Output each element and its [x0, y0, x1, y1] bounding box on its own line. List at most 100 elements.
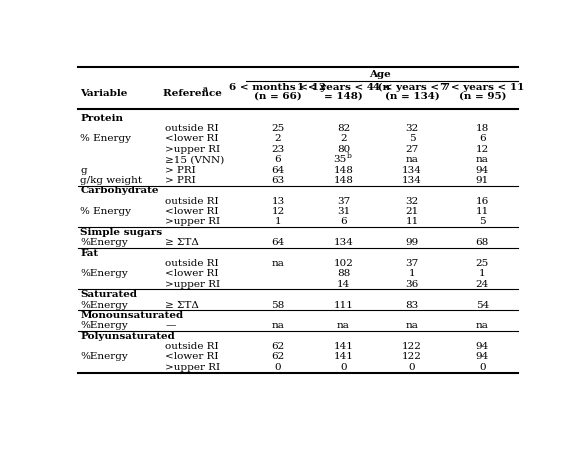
Text: a: a [203, 85, 208, 93]
Text: 18: 18 [475, 124, 489, 133]
Text: 37: 37 [405, 259, 418, 268]
Text: 134: 134 [402, 176, 422, 185]
Text: na: na [337, 321, 350, 330]
Text: 134: 134 [333, 238, 353, 247]
Text: > PRI: > PRI [165, 176, 196, 185]
Text: 0: 0 [340, 363, 347, 372]
Text: 6: 6 [340, 218, 347, 227]
Text: Reference: Reference [163, 89, 225, 98]
Text: 32: 32 [405, 197, 418, 206]
Text: 58: 58 [271, 301, 285, 309]
Text: 1: 1 [275, 218, 281, 227]
Text: 54: 54 [475, 301, 489, 309]
Text: 7 < years < 11: 7 < years < 11 [440, 83, 524, 92]
Text: 0: 0 [409, 363, 415, 372]
Text: 1: 1 [409, 269, 415, 278]
Text: 21: 21 [405, 207, 418, 216]
Text: Protein: Protein [80, 114, 123, 122]
Text: 62: 62 [271, 352, 285, 361]
Text: 148: 148 [333, 176, 353, 185]
Text: 88: 88 [337, 269, 350, 278]
Text: >upper RI: >upper RI [165, 218, 221, 227]
Text: 4 < years < 7: 4 < years < 7 [374, 83, 450, 92]
Text: >upper RI: >upper RI [165, 280, 221, 289]
Text: % Energy: % Energy [80, 134, 132, 143]
Text: %Energy: %Energy [80, 321, 128, 330]
Text: >upper RI: >upper RI [165, 363, 221, 372]
Text: 68: 68 [475, 238, 489, 247]
Text: <lower RI: <lower RI [165, 134, 219, 143]
Text: 2: 2 [275, 134, 281, 143]
Text: 122: 122 [402, 352, 422, 361]
Text: ≥ ΣTΔ: ≥ ΣTΔ [165, 238, 199, 247]
Text: outside RI: outside RI [165, 342, 219, 351]
Text: Saturated: Saturated [80, 290, 137, 299]
Text: 14: 14 [337, 280, 350, 289]
Text: na: na [406, 321, 418, 330]
Text: ≥15 (VNN): ≥15 (VNN) [165, 155, 225, 164]
Text: 6: 6 [479, 134, 485, 143]
Text: outside RI: outside RI [165, 124, 219, 133]
Text: (n = 134): (n = 134) [385, 91, 439, 101]
Text: Simple sugars: Simple sugars [80, 228, 162, 237]
Text: Variable: Variable [80, 89, 128, 98]
Text: na: na [272, 321, 285, 330]
Text: outside RI: outside RI [165, 259, 219, 268]
Text: Monounsaturated: Monounsaturated [80, 311, 183, 320]
Text: 31: 31 [337, 207, 350, 216]
Text: 91: 91 [475, 176, 489, 185]
Text: na: na [406, 155, 418, 164]
Text: 83: 83 [405, 301, 418, 309]
Text: 0: 0 [479, 363, 485, 372]
Text: 25: 25 [475, 259, 489, 268]
Text: 27: 27 [405, 145, 418, 154]
Text: 111: 111 [333, 301, 353, 309]
Text: 94: 94 [475, 352, 489, 361]
Text: 6 < months < 12: 6 < months < 12 [229, 83, 327, 92]
Text: Polyunsaturated: Polyunsaturated [80, 332, 175, 340]
Text: (n = 66): (n = 66) [254, 91, 302, 101]
Text: % Energy: % Energy [80, 207, 132, 216]
Text: 12: 12 [475, 145, 489, 154]
Text: 1 < years < 4 (n: 1 < years < 4 (n [297, 83, 390, 92]
Text: 1: 1 [479, 269, 485, 278]
Text: %Energy: %Energy [80, 269, 128, 278]
Text: 11: 11 [405, 218, 418, 227]
Text: 13: 13 [271, 197, 285, 206]
Text: 82: 82 [337, 124, 350, 133]
Text: = 148): = 148) [324, 91, 363, 101]
Text: —: — [165, 321, 176, 330]
Text: na: na [476, 321, 489, 330]
Text: > PRI: > PRI [165, 165, 196, 175]
Text: 94: 94 [475, 342, 489, 351]
Text: <lower RI: <lower RI [165, 269, 219, 278]
Text: 16: 16 [475, 197, 489, 206]
Text: 99: 99 [405, 238, 418, 247]
Text: 5: 5 [409, 134, 415, 143]
Text: <lower RI: <lower RI [165, 207, 219, 216]
Text: 37: 37 [337, 197, 350, 206]
Text: g: g [80, 165, 87, 175]
Text: 12: 12 [271, 207, 285, 216]
Text: 141: 141 [333, 342, 353, 351]
Text: <lower RI: <lower RI [165, 352, 219, 361]
Text: 6: 6 [275, 155, 281, 164]
Text: 23: 23 [271, 145, 285, 154]
Text: >upper RI: >upper RI [165, 145, 221, 154]
Text: 63: 63 [271, 176, 285, 185]
Text: g/kg weight: g/kg weight [80, 176, 143, 185]
Text: ≥ ΣTΔ: ≥ ΣTΔ [165, 301, 199, 309]
Text: 32: 32 [405, 124, 418, 133]
Text: 148: 148 [333, 165, 353, 175]
Text: (n = 95): (n = 95) [459, 91, 506, 101]
Text: %Energy: %Energy [80, 301, 128, 309]
Text: 64: 64 [271, 238, 285, 247]
Text: 64: 64 [271, 165, 285, 175]
Text: 25: 25 [271, 124, 285, 133]
Text: 102: 102 [333, 259, 353, 268]
Text: b: b [346, 152, 351, 160]
Text: 2: 2 [340, 134, 347, 143]
Text: %Energy: %Energy [80, 352, 128, 361]
Text: Fat: Fat [80, 249, 98, 258]
Text: 24: 24 [475, 280, 489, 289]
